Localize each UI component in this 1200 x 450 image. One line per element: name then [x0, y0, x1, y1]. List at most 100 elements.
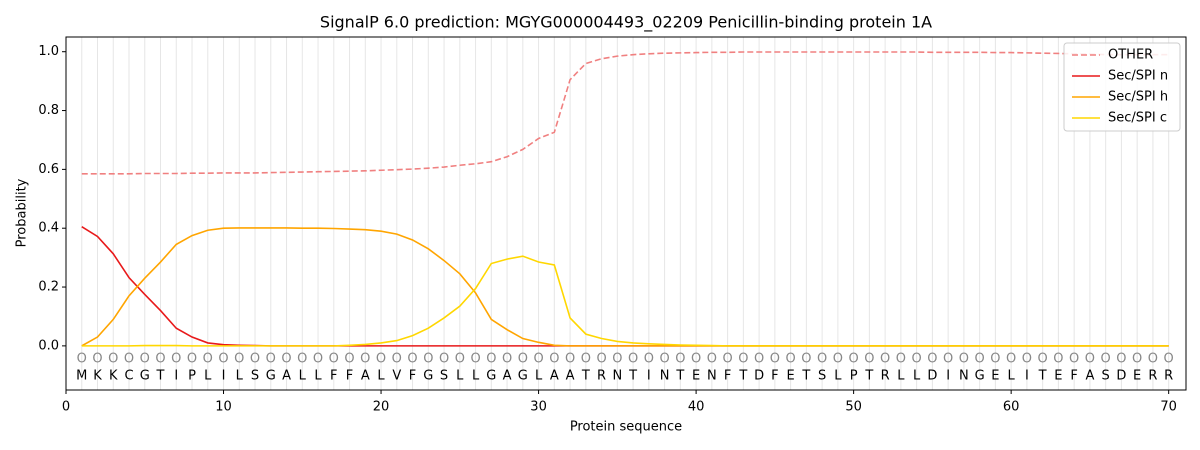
position-label: O: [407, 352, 417, 367]
position-label: O: [92, 352, 102, 367]
position-label: O: [675, 352, 685, 367]
position-label: O: [1164, 352, 1174, 367]
position-label: O: [297, 352, 307, 367]
position-label: O: [849, 352, 859, 367]
legend-box: [1063, 42, 1181, 132]
position-label: O: [801, 352, 811, 367]
position-label: O: [896, 352, 906, 367]
sequence-residue: T: [628, 369, 637, 384]
position-label: O: [1132, 352, 1142, 367]
x-tick-label: 60: [1003, 400, 1020, 415]
sequence-residue: L: [897, 369, 905, 384]
x-tick-label: 20: [373, 400, 390, 415]
legend-label: Sec/SPI c: [1108, 111, 1167, 126]
position-label: O: [817, 352, 827, 367]
legend-label: OTHER: [1108, 48, 1153, 63]
sequence-residue: L: [472, 369, 480, 384]
sequence-residue: L: [236, 369, 244, 384]
x-tick-label: 10: [215, 400, 232, 415]
position-label: O: [108, 352, 118, 367]
position-label: O: [596, 352, 606, 367]
sequence-residue: E: [787, 369, 795, 384]
sequence-residue: L: [456, 369, 464, 384]
chart-title: SignalP 6.0 prediction: MGYG000004493_02…: [320, 13, 932, 33]
position-label: O: [943, 352, 953, 367]
position-label: O: [1053, 352, 1063, 367]
position-label: O: [470, 352, 480, 367]
sequence-residue: S: [251, 369, 259, 384]
sequence-residue: N: [660, 369, 670, 384]
position-label: O: [770, 352, 780, 367]
x-tick-label: 0: [62, 400, 70, 415]
sequence-residue: G: [975, 369, 985, 384]
sequence-residue: F: [1070, 369, 1077, 384]
y-axis-label: Probability: [15, 178, 30, 247]
position-label: O: [360, 352, 370, 367]
position-label: O: [218, 352, 228, 367]
position-label: O: [423, 352, 433, 367]
sequence-residue: A: [503, 369, 512, 384]
sequence-residue: T: [675, 369, 684, 384]
position-label: O: [455, 352, 465, 367]
sequence-residue: E: [991, 369, 999, 384]
sequence-residue: S: [440, 369, 448, 384]
sequence-residue: I: [1025, 369, 1029, 384]
position-label: O: [439, 352, 449, 367]
position-label: O: [187, 352, 197, 367]
position-label: O: [612, 352, 622, 367]
sequence-residue: P: [188, 369, 196, 384]
x-tick-label: 50: [845, 400, 862, 415]
position-label: O: [344, 352, 354, 367]
sequence-residue: L: [535, 369, 543, 384]
position-label: O: [1116, 352, 1126, 367]
sequence-residue: L: [1008, 369, 1016, 384]
position-label: O: [266, 352, 276, 367]
sequence-residue: E: [692, 369, 700, 384]
y-tick-label: 0.2: [38, 280, 59, 295]
sequence-residue: I: [222, 369, 226, 384]
sequence-residue: C: [124, 369, 133, 384]
sequence-residue: T: [738, 369, 747, 384]
position-label: O: [833, 352, 843, 367]
sequence-residue: A: [1085, 369, 1094, 384]
series-line: [81, 255, 1169, 347]
sequence-residue: S: [1102, 369, 1110, 384]
sequence-residue: R: [1148, 369, 1157, 384]
x-tick-label: 30: [530, 400, 547, 415]
sequence-residue: P: [850, 369, 858, 384]
y-tick-label: 0.4: [38, 221, 59, 236]
sequence-residue: A: [550, 369, 559, 384]
position-label: O: [486, 352, 496, 367]
sequence-residue: A: [566, 369, 575, 384]
x-axis-label: Protein sequence: [570, 420, 682, 435]
position-label: O: [518, 352, 528, 367]
sequence-residue: L: [299, 369, 307, 384]
series-line: [81, 51, 1169, 175]
position-label: O: [140, 352, 150, 367]
sequence-residue: T: [581, 369, 590, 384]
position-label: O: [549, 352, 559, 367]
position-label: O: [1022, 352, 1032, 367]
position-label: O: [392, 352, 402, 367]
position-label: O: [203, 352, 213, 367]
position-label: O: [785, 352, 795, 367]
position-label: O: [912, 352, 922, 367]
sequence-residue: F: [724, 369, 731, 384]
y-tick-label: 0.0: [38, 338, 59, 353]
sequence-residue: I: [946, 369, 950, 384]
sequence-residue: N: [612, 369, 622, 384]
position-label: O: [234, 352, 244, 367]
position-label: O: [376, 352, 386, 367]
position-label: O: [77, 352, 87, 367]
sequence-residue: F: [409, 369, 416, 384]
position-label: O: [1148, 352, 1158, 367]
sequence-residue: L: [377, 369, 385, 384]
position-label: O: [880, 352, 890, 367]
sequence-residue: T: [864, 369, 873, 384]
position-label: O: [959, 352, 969, 367]
position-label: O: [1069, 352, 1079, 367]
position-label: O: [754, 352, 764, 367]
position-label: O: [1101, 352, 1111, 367]
position-label: O: [250, 352, 260, 367]
position-label: O: [281, 352, 291, 367]
